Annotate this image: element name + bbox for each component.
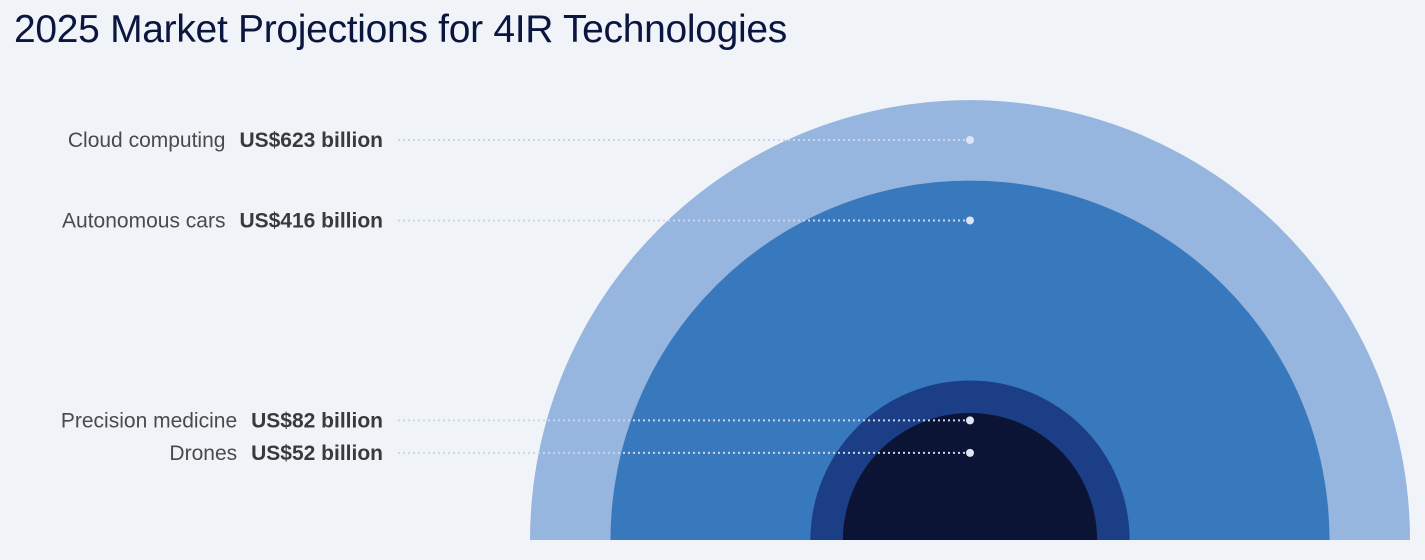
label-layer: US$623 billion Cloud computing US$416 bill… bbox=[61, 129, 383, 465]
semicircle-autonomous-cars bbox=[610, 180, 1330, 540]
series-label-cloud-computing: Cloud computing bbox=[68, 129, 226, 152]
series-label-precision-medicine: Precision medicine bbox=[61, 409, 237, 432]
marker-cloud-computing bbox=[966, 136, 974, 144]
marker-precision-medicine bbox=[966, 416, 974, 425]
series-label-autonomous-cars: Autonomous cars bbox=[62, 209, 225, 232]
marker-autonomous-cars bbox=[966, 216, 974, 225]
value-label-autonomous-cars: US$416 billion bbox=[239, 209, 383, 232]
value-label-precision-medicine: US$82 billion bbox=[251, 409, 383, 432]
chart-title: 2025 Market Projections for 4IR Technolo… bbox=[14, 8, 788, 51]
value-label-drones: US$52 billion bbox=[251, 442, 383, 465]
leader-line-layer bbox=[398, 136, 974, 457]
semicircle-drones bbox=[842, 412, 1098, 540]
series-label-drones: Drones bbox=[169, 442, 237, 465]
semicircle-layer bbox=[530, 100, 1410, 540]
marker-drones bbox=[966, 448, 974, 457]
value-label-cloud-computing: US$623 billion bbox=[239, 129, 383, 152]
